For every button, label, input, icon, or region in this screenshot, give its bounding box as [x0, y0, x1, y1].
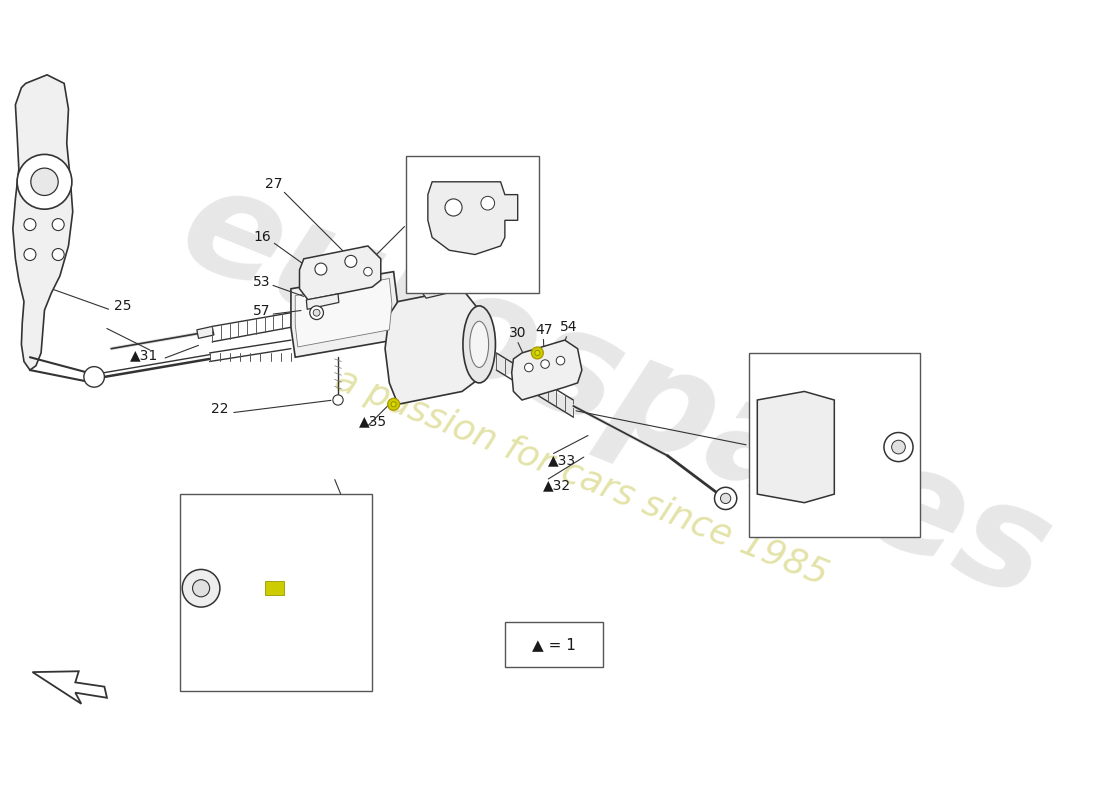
Ellipse shape — [463, 306, 495, 383]
Text: eurospares: eurospares — [162, 154, 1070, 630]
Bar — [749, 353, 920, 537]
Circle shape — [481, 196, 495, 210]
Circle shape — [24, 218, 36, 230]
Circle shape — [52, 218, 64, 230]
Bar — [179, 494, 372, 691]
Bar — [265, 582, 284, 595]
Text: ▲31: ▲31 — [130, 349, 158, 362]
Circle shape — [310, 306, 323, 319]
Polygon shape — [757, 391, 834, 502]
Text: 57: 57 — [253, 304, 271, 318]
Circle shape — [192, 580, 210, 597]
Text: 16: 16 — [253, 230, 271, 245]
Text: 30: 30 — [509, 326, 527, 340]
Circle shape — [446, 199, 462, 216]
Text: 36: 36 — [414, 164, 432, 179]
Polygon shape — [13, 75, 73, 370]
Text: V8: V8 — [453, 267, 472, 282]
Circle shape — [525, 363, 533, 372]
Text: 53: 53 — [253, 275, 271, 289]
Circle shape — [364, 267, 372, 276]
Text: ▲33: ▲33 — [548, 453, 575, 467]
Polygon shape — [419, 280, 466, 298]
Text: a passion for cars since 1985: a passion for cars since 1985 — [330, 362, 834, 592]
Text: 25: 25 — [113, 299, 131, 313]
Bar — [407, 156, 539, 293]
Circle shape — [387, 398, 399, 410]
Circle shape — [720, 494, 730, 503]
Text: 27: 27 — [265, 178, 283, 191]
Polygon shape — [385, 289, 492, 404]
Polygon shape — [197, 326, 213, 338]
Text: 35 ▲: 35 ▲ — [851, 362, 884, 375]
Circle shape — [333, 395, 343, 405]
Circle shape — [24, 249, 36, 261]
Polygon shape — [33, 671, 107, 704]
Circle shape — [884, 433, 913, 462]
Circle shape — [18, 154, 72, 209]
Circle shape — [535, 350, 540, 355]
Text: ▲ = 1: ▲ = 1 — [532, 638, 576, 652]
Text: 47: 47 — [536, 323, 553, 337]
Polygon shape — [290, 272, 398, 358]
Circle shape — [541, 360, 549, 368]
Circle shape — [315, 263, 327, 275]
Text: 54: 54 — [560, 320, 578, 334]
Circle shape — [531, 347, 543, 359]
Circle shape — [392, 402, 396, 407]
Bar — [505, 622, 603, 667]
Ellipse shape — [470, 322, 488, 367]
Polygon shape — [299, 246, 381, 300]
Circle shape — [344, 255, 356, 267]
Circle shape — [557, 356, 564, 365]
Polygon shape — [428, 182, 518, 254]
Circle shape — [31, 168, 58, 195]
Text: ▲34: ▲34 — [231, 662, 260, 677]
Text: ▲32: ▲32 — [543, 478, 572, 493]
Circle shape — [52, 249, 64, 261]
Circle shape — [183, 570, 220, 607]
Text: 22: 22 — [211, 402, 229, 415]
Circle shape — [892, 440, 905, 454]
Circle shape — [314, 310, 320, 316]
Text: ▲35: ▲35 — [360, 414, 387, 428]
Circle shape — [84, 366, 104, 387]
Polygon shape — [512, 340, 582, 400]
Polygon shape — [306, 294, 339, 310]
Circle shape — [715, 487, 737, 510]
Polygon shape — [295, 278, 392, 347]
